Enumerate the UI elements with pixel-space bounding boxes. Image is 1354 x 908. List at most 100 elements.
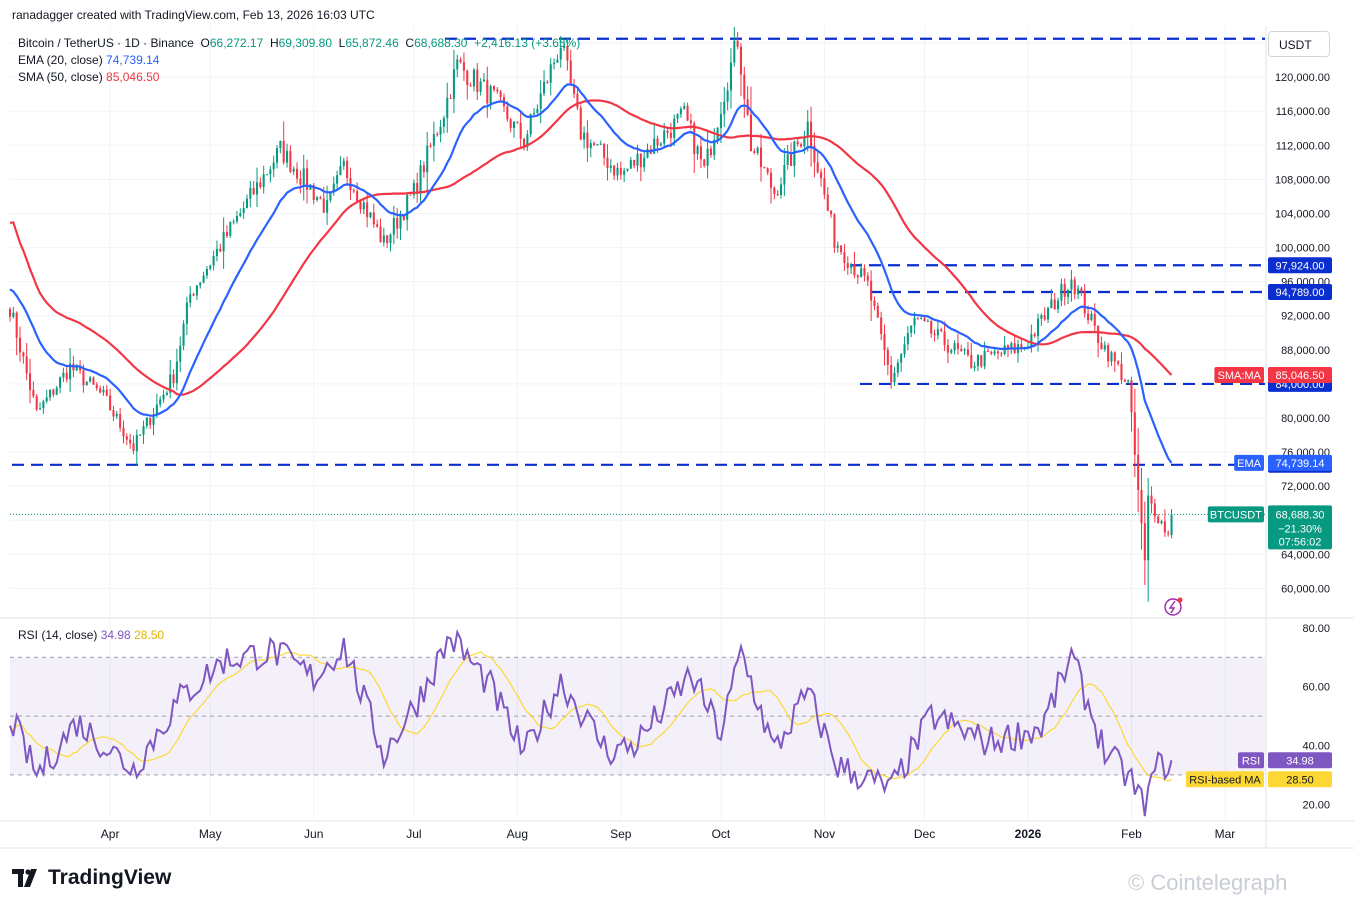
rsi-legend[interactable]: RSI (14, close) 34.98 28.50 [18, 628, 164, 642]
sma-legend-value: 85,046.50 [106, 70, 160, 84]
candle-body [519, 122, 522, 139]
credit-line: ranadagger created with TradingView.com,… [12, 8, 375, 22]
rsi-line [9, 628, 1173, 817]
candle-body [1020, 344, 1023, 348]
candle-body [329, 192, 332, 201]
candle-body [676, 114, 679, 119]
candle-body [195, 285, 198, 296]
candle-body [846, 263, 849, 268]
time-tick-label: May [199, 827, 222, 841]
candle-body [1127, 380, 1130, 382]
candle-body [703, 159, 706, 166]
candle-body [623, 170, 626, 175]
candle-body [976, 355, 979, 367]
candle-body [636, 153, 639, 166]
candle-body [553, 62, 556, 65]
candle-body [916, 317, 919, 319]
candle-body [706, 148, 709, 166]
candle-body [249, 187, 252, 199]
candle-body [1107, 345, 1110, 362]
candle-body [159, 399, 162, 405]
series-name-tag-bg [1214, 366, 1264, 383]
candle-body [332, 183, 335, 193]
candle-body [242, 208, 245, 214]
candle-body [890, 364, 893, 383]
sma-legend-row[interactable]: SMA (50, close) 85,046.50 [18, 69, 580, 86]
candle-body [1103, 345, 1106, 350]
level-tag-bg [1268, 283, 1332, 300]
candle-body [389, 234, 392, 244]
candle-body [786, 154, 789, 165]
candle-body [272, 162, 275, 170]
candle-body [810, 121, 813, 146]
candle-body [359, 201, 362, 210]
candle-body [479, 81, 482, 92]
candle-body [132, 443, 135, 452]
candle-body [986, 350, 990, 352]
candle-body [913, 317, 916, 326]
candle-body [496, 89, 499, 92]
candle-body [756, 147, 759, 153]
ema-legend-row[interactable]: EMA (20, close) 74,739.14 [18, 52, 580, 69]
candle-body [219, 248, 222, 252]
candle-body [386, 235, 389, 244]
ema-legend-label: EMA (20, close) [18, 53, 103, 67]
candle-body [189, 294, 192, 303]
candle-body [803, 137, 806, 147]
tradingview-icon [12, 869, 37, 887]
candle-body [646, 149, 649, 158]
candle-body [863, 268, 866, 276]
candle-body [1067, 289, 1070, 297]
candle-body [759, 147, 763, 168]
candle-body [165, 392, 168, 395]
candle-body [392, 217, 395, 235]
low-value: 65,872.46 [345, 36, 399, 50]
candle-body [596, 144, 599, 146]
candle-body [239, 213, 242, 217]
currency-button[interactable]: USDT [1268, 31, 1330, 57]
candle-body [466, 70, 469, 86]
candle-body [683, 105, 686, 109]
candle-body [776, 193, 779, 195]
candle-body [442, 118, 445, 127]
rsi-ma-name-text: RSI-based MA [1189, 774, 1261, 786]
candle-body [659, 143, 662, 146]
candle-body [352, 190, 355, 192]
candle-body [259, 182, 262, 188]
lightning-dot [1177, 597, 1183, 603]
candle-body [840, 245, 843, 253]
candle-body [486, 79, 489, 104]
candle-body [573, 84, 576, 94]
candle-body [429, 145, 432, 147]
candle-body [422, 165, 425, 173]
candle-body [99, 388, 102, 393]
rsi-ma-value-bg [1268, 771, 1332, 788]
candle-body [783, 164, 786, 185]
candle-body [55, 387, 58, 395]
close-label: C [405, 36, 415, 50]
candle-body [920, 317, 923, 319]
candle-body [8, 308, 12, 317]
candle-body [539, 93, 542, 109]
candle-body [613, 165, 616, 176]
candle-body [45, 397, 48, 402]
support-resistance-levels [12, 37, 1265, 466]
rsi-ma-name-bg [1186, 771, 1264, 788]
candle-body [830, 210, 833, 215]
time-tick-label: Jul [406, 827, 421, 841]
candle-body [960, 348, 963, 351]
series-name-tag-text: SMA:MA [1217, 370, 1261, 382]
candle-body [222, 232, 225, 252]
candle-body [766, 168, 769, 173]
candle-body [225, 232, 228, 236]
candle-body [362, 202, 365, 210]
moving-averages [9, 83, 1173, 464]
candle-body [289, 150, 292, 172]
candle-body [419, 165, 422, 194]
price-tick-label: 120,000.00 [1275, 72, 1330, 84]
candle-body [1043, 315, 1046, 320]
candle-body [135, 434, 138, 452]
symbol-title[interactable]: Bitcoin / TetherUS · 1D · Binance [18, 36, 194, 50]
candle-body [820, 172, 823, 179]
candle-body [89, 377, 92, 382]
